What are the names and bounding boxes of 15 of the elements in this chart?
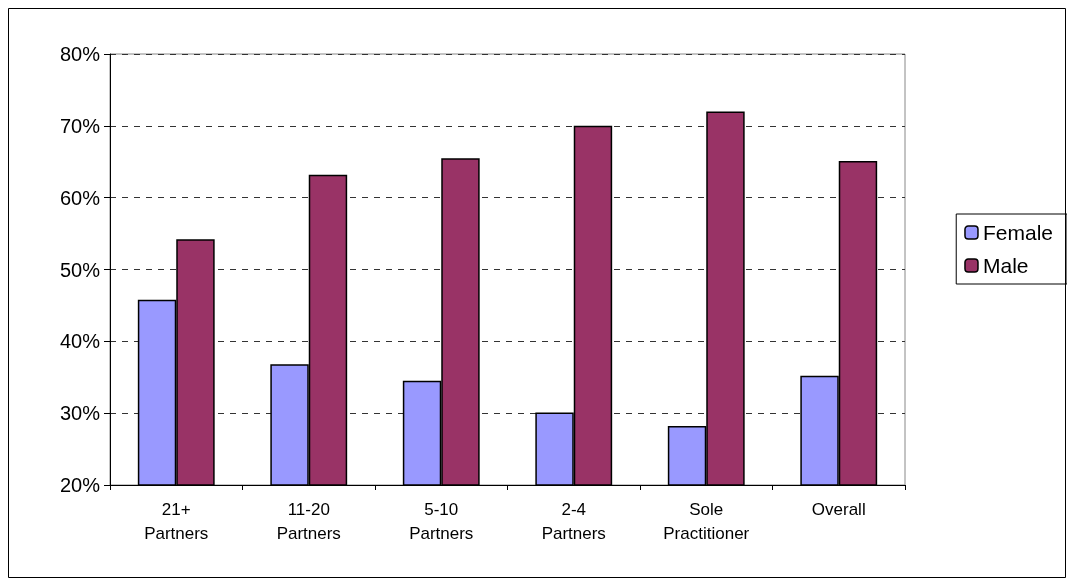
x-tick-label: Sole Practitioner	[663, 499, 750, 543]
y-tick-label: 40%	[59, 330, 101, 353]
y-tick-label: 20%	[59, 474, 101, 496]
x-tick-label: 11-20 Partners	[276, 499, 341, 543]
y-tick-label: 70%	[59, 114, 101, 137]
y-tick-label: 60%	[59, 186, 101, 209]
y-tick-label: 80%	[59, 43, 101, 65]
legend-label: Female	[982, 221, 1054, 244]
legend-label: Male	[982, 254, 1029, 277]
y-tick-label: 30%	[59, 402, 101, 425]
x-tick-label: 21+ Partners	[144, 499, 209, 543]
x-tick-label: 2-4 Partners	[541, 499, 606, 543]
x-tick-label: 5-10 Partners	[409, 499, 474, 543]
x-tick-label: Overall	[811, 499, 866, 519]
y-tick-label: 50%	[59, 258, 101, 281]
